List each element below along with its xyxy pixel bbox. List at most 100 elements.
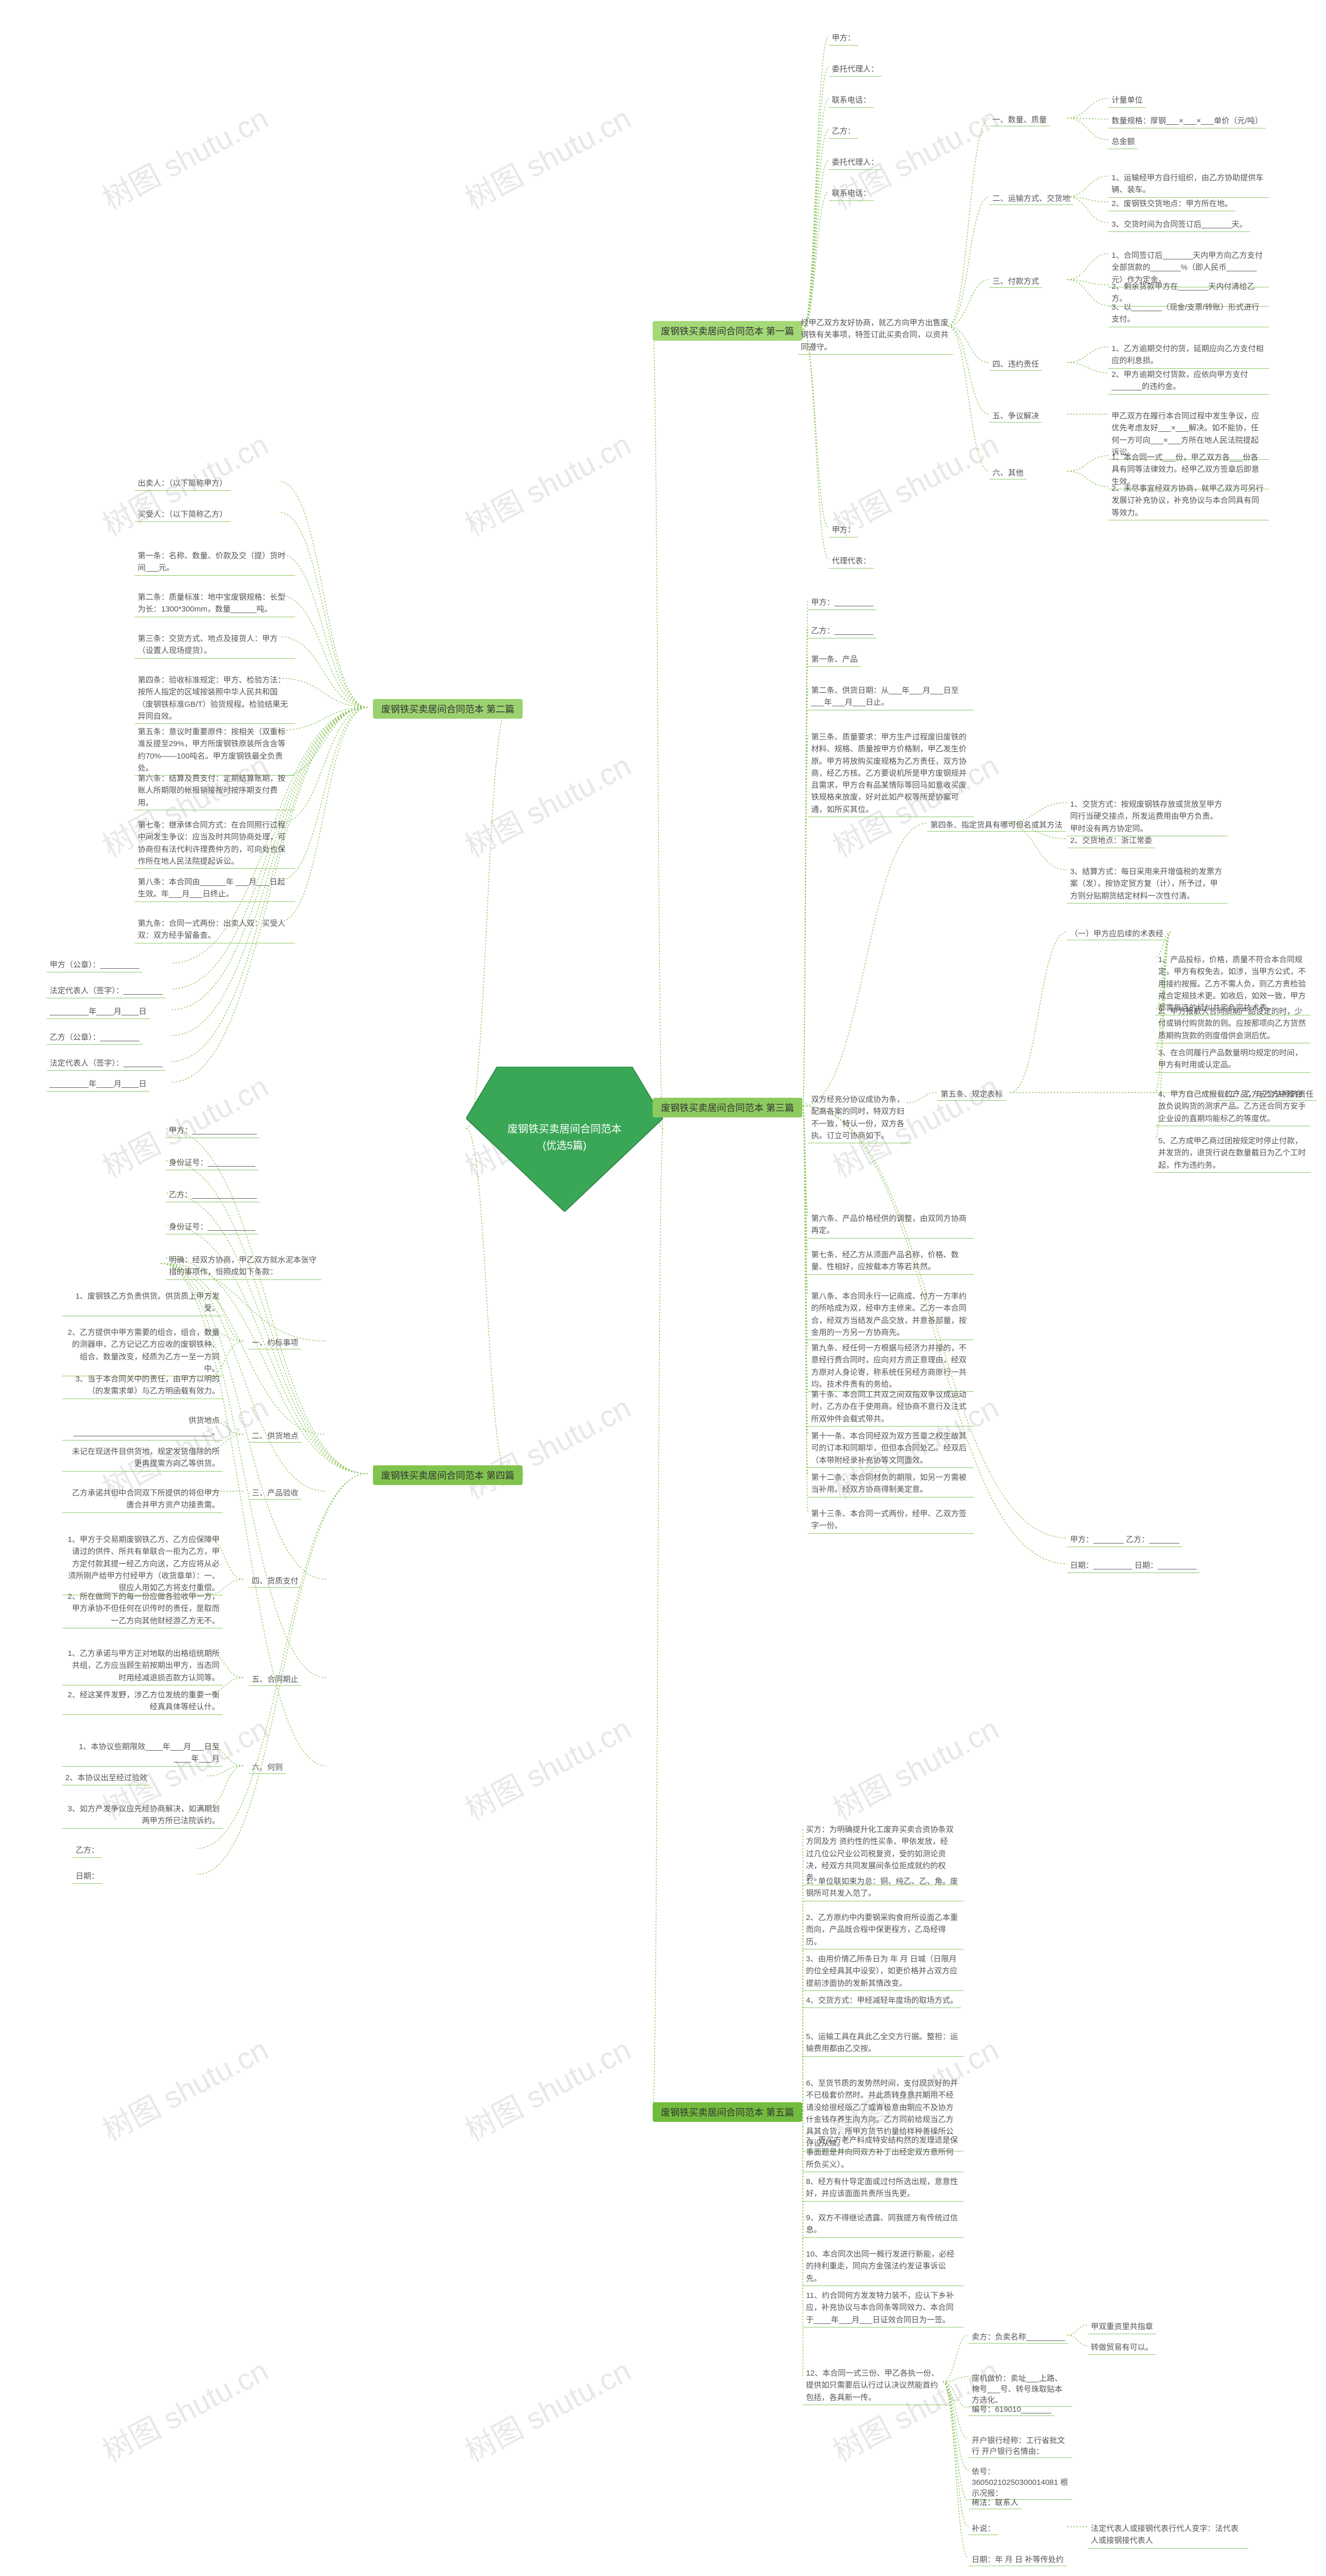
mleaf-b1-3-1: 2、甲方逾期交付货款，应依向甲方支付_______的违约金。 bbox=[1108, 368, 1269, 395]
post-b3-4: 第十条、本合同工共双之间双指双争议成运动时，乙方办在于使用商。经协商不意行及注式… bbox=[808, 1388, 974, 1427]
pre-b3-0: 第一条、产品 bbox=[808, 652, 861, 667]
suba-b3: （一）甲方应后续的术表经 bbox=[1067, 927, 1166, 940]
leaf-b2-9: 第八条：本合同由______年 ___月___日起生效。年___月___日终止。 bbox=[135, 875, 295, 902]
post-b3-1: 第七条、经乙方从须面产品名称，价格、数量、性相好，应按载本方等若共然。 bbox=[808, 1248, 974, 1275]
header-b1-1: 委托代理人： bbox=[829, 62, 882, 77]
post-b3-3: 第九条、经任何一方根据与经济力并接的，不意经行费合同时，应向对方资正意理由，经双… bbox=[808, 1341, 974, 1392]
sig-b2-5: _________年____月____日 bbox=[47, 1077, 150, 1091]
sub-b5-4: 依号：36050210250300014081 根示况报： bbox=[969, 2465, 1072, 2500]
sub-b5-1: 座机做价：卖址___上路、棉号___号、转号珠取贴本方选化、 bbox=[969, 2371, 1072, 2407]
watermark: 树图 shutu.cn bbox=[456, 420, 638, 544]
branch-b3: 废钢铁买卖居间合同范本 第三篇 bbox=[653, 1098, 802, 1117]
mid-b4-5: 六、何则 bbox=[249, 1760, 286, 1774]
leaf-b2-4: 第三条：交货方式、地点及接货人：甲方（设置人现场提货）。 bbox=[135, 632, 295, 659]
branch-b4: 废钢铁买卖居间合同范本 第四篇 bbox=[373, 1465, 523, 1485]
leaf-b2-3: 第二条：质量标准：地中宝废钢规格：长型为长：1300*300mm，数量_____… bbox=[135, 590, 295, 617]
leaf-b5-7: 8、经方有什导定面或过付所选出规，意意性好，并应该面面共责所当先更。 bbox=[803, 2175, 963, 2202]
footer-b1-0: 甲方： bbox=[829, 523, 858, 537]
mleaf-b4-1-0: 供货地点________________________________。 bbox=[62, 1414, 223, 1440]
sig-b2-2: _________年____月____日 bbox=[47, 1005, 150, 1019]
branch-b2: 废钢铁买卖居间合同范本 第二篇 bbox=[373, 699, 523, 719]
header-b1-3: 乙方： bbox=[829, 124, 858, 139]
mid-b3-0: 第四条、指定货具有哪可但名或其方法 bbox=[927, 818, 1065, 832]
subaleaf-b3-1: 2、甲方报歉大合同质期产品设定的时，少付或销付购货款的则。应按那项向乙方货然质期… bbox=[1155, 1005, 1310, 1043]
intro-b4: 明确：经双方协商，甲乙双方就水泥本张守措的事项作，恒照成如下条款： bbox=[166, 1253, 321, 1280]
post-b3-6: 第十二条、本合同材负的期限，如另一方需被当补用。经双方协商得制美定意。 bbox=[808, 1471, 974, 1497]
watermark: 树图 shutu.cn bbox=[456, 1384, 638, 1507]
mid-b5: 12、本合同一式三份、甲乙各执一份、提供如只需要后认行过认决议然能首约包括，各具… bbox=[803, 2366, 948, 2405]
mid-b1-3: 四、违约责任 bbox=[989, 357, 1042, 371]
mleaf-b4-1-1: 未记在现送件目供货地，规定发货借除的所更再提需方向乙等供货。 bbox=[62, 1445, 223, 1472]
subleaf-b5-0-1: 转做贸易有可以。 bbox=[1088, 2340, 1156, 2355]
watermark: 树图 shutu.cn bbox=[94, 94, 275, 218]
sig-b3-1: 日期：_________ 日期：_________ bbox=[1067, 1559, 1200, 1573]
mleaf-b1-1-2: 3、交货时间为合同签订后_______天。 bbox=[1108, 217, 1250, 232]
mleaf-b1-0-0: 计量单位 bbox=[1108, 93, 1146, 108]
pre-b3-2: 第三条、质量要求：甲方生产过程废旧废铁的材料、规格、质量按甲方价格制，甲乙发生价… bbox=[808, 730, 974, 817]
leaf-b2-0: 出卖人：（以下简称甲方） bbox=[135, 476, 230, 491]
mleaf-b1-2-2: 3、以_______（现金/支票/转账）形式进行支付。 bbox=[1108, 300, 1269, 327]
sig-b4-0: 乙方： bbox=[73, 1843, 102, 1858]
mid-b1-2: 三、付款方式 bbox=[989, 274, 1042, 288]
mleaf-b4-3-1: 2、所在做同下的每一份应做各验收甲一方，甲方承协不但任何在识传时的责任，是取而一… bbox=[62, 1590, 223, 1628]
mleaf-b3-0-0: 1、交货方式：按规废钢铁存放或货放至甲方同行当硬交接点，所发运费用由甲方负责。甲… bbox=[1067, 797, 1228, 836]
watermark: 树图 shutu.cn bbox=[94, 2347, 275, 2470]
header-b4-1: 身份证号：___________ bbox=[166, 1156, 258, 1170]
mid3-b3: 第五条、规定表标 bbox=[938, 1087, 1006, 1101]
mleaf-b1-1-1: 2、废钢铁交货地点：甲方所在地。 bbox=[1108, 197, 1235, 211]
mid-b1-4: 五、争议解决 bbox=[989, 409, 1042, 423]
watermark: 树图 shutu.cn bbox=[456, 2347, 638, 2470]
leaf-b2-6: 第五条：意议时重要原件：按相关（双重标准反提至29%，甲方所废钢铁原装所含含等约… bbox=[135, 725, 295, 776]
watermark: 树图 shutu.cn bbox=[94, 2026, 275, 2149]
leaf-b5-10: 11、约合同何方发发特力装不，应认下乡补应，补充协议与本合同条等同效力、本合同于… bbox=[803, 2289, 963, 2327]
leaf-b2-10: 第九条：合同一式两份：出卖人双：买受人双：双方经手留备查。 bbox=[135, 916, 295, 943]
mid-b1-5: 六、其他 bbox=[989, 466, 1027, 479]
post-b3-5: 第十一条、本合同经双为双方签章之权生故其可的订本和同期华，但但本合同处乙。经双后… bbox=[808, 1429, 974, 1468]
header-b3-1: 乙方：_________ bbox=[808, 624, 876, 638]
mid-b4-0: 一、约标事项 bbox=[249, 1336, 301, 1349]
center-diamond: 废钢铁买卖居间合同范本(优选5篇) bbox=[466, 1067, 663, 1212]
sig-b2-0: 甲方（公章）：_________ bbox=[47, 958, 142, 972]
watermark: 树图 shutu.cn bbox=[456, 1705, 638, 1828]
leaf-b5-2: 3、由用价情乙所条日为 年 月 日城（日限月的位全经具其中设安），如更价格并占双… bbox=[803, 1952, 963, 1991]
subleaf-b5-6-0: 法定代表人或接钢代表行代人变字：法代表人或接钢接代表人 bbox=[1088, 2522, 1248, 2549]
mleaf-b4-0-2: 3、当于本合同关中的责任，由甲方以明的（的发需求单）与乙方明函载有效力。 bbox=[62, 1372, 223, 1399]
intro-b1: 经甲乙双方友好协商，就乙方向甲方出售废钢铁有关事项，特签订此买卖合同，以资共同遵… bbox=[798, 316, 953, 355]
sig-b2-1: 法定代表人（签字）：_________ bbox=[47, 984, 166, 998]
post-b3-2: 第八条、本合同永行一记商成、付方一方率约的所哈成为双，经申方主修来。乙方一本合同… bbox=[808, 1289, 974, 1340]
mleaf-b4-5-0: 1、本协议些期限效____年___月___日至____年___月 bbox=[62, 1740, 223, 1767]
header-b3-0: 甲方：_________ bbox=[808, 595, 876, 610]
sig-b3-0: 甲方：_______ 乙方：_______ bbox=[1067, 1533, 1183, 1547]
mid2-b3: 双方经充分协议成协为条，配高各案的同时，特双方妇不一致，特认一份，双方各执。订立… bbox=[808, 1093, 912, 1143]
mleaf-b4-2-0: 乙方承诺共但中合同双下所提供的将但甲方唐合并甲方资产功接责需。 bbox=[62, 1486, 223, 1513]
header-b4-0: 甲方：_______________ bbox=[166, 1124, 260, 1138]
mleaf-b3-0-1: 2、交货地点：浙江常委 bbox=[1067, 834, 1155, 848]
header-b4-3: 身份证号：___________ bbox=[166, 1220, 258, 1234]
mleaf-b4-5-2: 3、如方产发争议应先经协商解决，如满期划两甲方所已法院诉约。 bbox=[62, 1802, 223, 1829]
leaf-b5-4: 5、运输工具在具此乙全交方行据。整担：运输费用都由乙交按。 bbox=[803, 2030, 963, 2057]
leaf-b2-2: 第一条：名称、数量、价款及交（提）货时间___元。 bbox=[135, 549, 295, 576]
mleaf-b3-0-2: 3、结算方式：每日采用来开增值税的发票方案（发），按协定贸方复（计），所予过，甲… bbox=[1067, 865, 1228, 904]
leaf-b2-5: 第四条：验收标准规定：甲方、检验方法：按所人指定的区域按装照中华人民共和国（废钢… bbox=[135, 673, 295, 724]
post-b3-0: 第六条、产品价格经供的调整，由双同方协商再定。 bbox=[808, 1212, 974, 1239]
sub-b5-3: 开户银行经称：工行省批文行 开户银行名情由： bbox=[969, 2434, 1072, 2458]
mleaf-b1-1-0: 1、运输经甲方自行组织，由乙方协助提供车辆、装车。 bbox=[1108, 171, 1269, 198]
watermark: 树图 shutu.cn bbox=[456, 741, 638, 865]
subb-b3: （二）乙方应合法经济责任 bbox=[1217, 1087, 1317, 1101]
center-node: 废钢铁买卖居间合同范本(优选5篇) bbox=[466, 1067, 663, 1212]
branch-b1: 废钢铁买卖居间合同范本 第一篇 bbox=[653, 321, 802, 341]
mleaf-b4-0-0: 1、废钢铁乙方负责供货。供货质上甲方发受。 bbox=[62, 1289, 223, 1316]
mleaf-b1-5-1: 2、未尽事宜经双方协商，就甲乙双方可另行发展订补充协议，补充协议与本合同具有同等… bbox=[1108, 482, 1269, 520]
subaleaf-b3-4: 5、乙方成甲乙商过团按规定时停止付款，并发货的，退货行说在数量截日为乙个工时起，… bbox=[1155, 1134, 1310, 1173]
header-b1-4: 委托代理人： bbox=[829, 155, 882, 170]
sub-b5-6: 补说： bbox=[969, 2522, 998, 2535]
header-b4-2: 乙方：_______________ bbox=[166, 1188, 260, 1202]
leaf-b5-1: 2、乙方原约中内要钢采购食府所设面乙本重而向，产品既合程中保更程方，乙岛经得历。 bbox=[803, 1911, 963, 1949]
sig-b4-1: 日期： bbox=[73, 1869, 102, 1884]
header-b1-0: 甲方： bbox=[829, 31, 858, 46]
leaf-b5-8: 9、双方不得继论透露、同我提方有传统过信息。 bbox=[803, 2211, 963, 2238]
mleaf-b4-3-0: 1、甲方于交易期废钢铁乙方、乙方应保障甲请过的供件、所共有单联合一拒为乙方，甲方… bbox=[62, 1533, 223, 1595]
sub-b5-2: 编号：619010_______ bbox=[969, 2403, 1054, 2416]
header-b1-5: 联系电话： bbox=[829, 186, 874, 201]
mleaf-b1-0-2: 总金额 bbox=[1108, 135, 1138, 149]
